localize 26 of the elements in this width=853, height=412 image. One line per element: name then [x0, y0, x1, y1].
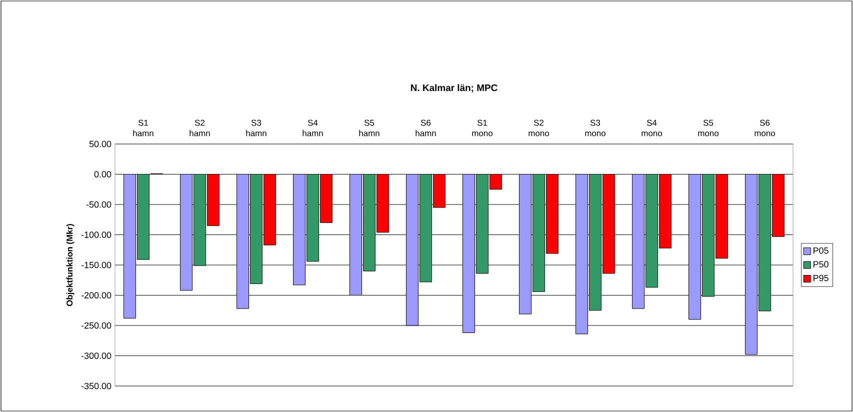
y-tick-label: -50.00	[86, 201, 112, 208]
y-tick-label: 50.00	[89, 140, 112, 148]
y-tick-label: -100.00	[81, 232, 112, 238]
x-tick-label: S6 hamn	[416, 120, 436, 136]
y-tick-label: -200.00	[81, 292, 112, 298]
y-tick-label: -300.00	[81, 352, 112, 359]
legend-label: P50	[814, 261, 828, 268]
x-tick-label: S1 hamn	[133, 120, 154, 136]
x-tick-label: S1 mono	[472, 120, 492, 136]
x-tick-label: S2 hamn	[190, 120, 210, 136]
x-tick-label: S4 hamn	[302, 120, 323, 136]
y-axis-title: Objektfunktion (Mkr)	[66, 224, 74, 306]
legend-label: P95	[814, 274, 828, 282]
x-tick-label: S2 mono	[528, 120, 549, 136]
y-tick-label: 0.00	[94, 171, 112, 178]
x-tick-label: S3 mono	[585, 120, 606, 136]
x-tick-label: S4 mono	[642, 120, 662, 136]
x-tick-label: S5 mono	[698, 120, 718, 136]
y-tick-label: -150.00	[81, 262, 112, 268]
x-tick-label: S5 hamn	[359, 120, 380, 136]
y-tick-label: -250.00	[81, 322, 112, 329]
x-tick-label: S6 mono	[754, 120, 775, 136]
y-tick-label: -350.00	[81, 382, 112, 390]
legend-label: P05	[814, 247, 828, 254]
x-tick-label: S3 hamn	[246, 120, 266, 136]
chart-title: N. Kalmar län; MPC	[410, 84, 498, 93]
